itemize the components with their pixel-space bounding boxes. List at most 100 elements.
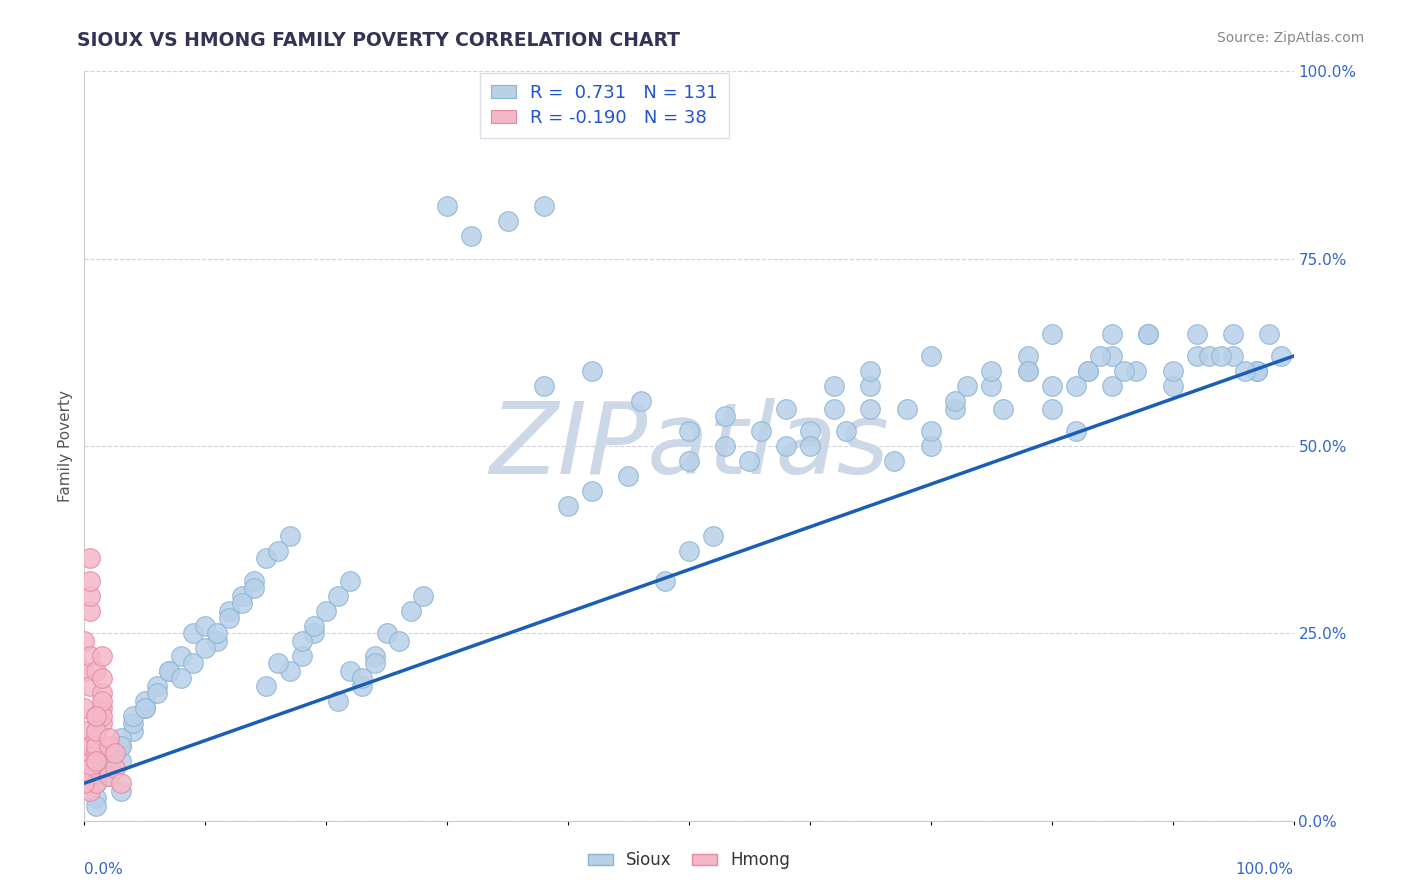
Point: [73, 664, 96, 678]
Point: [388, 633, 411, 648]
Point: [104, 746, 127, 760]
Point: [1077, 364, 1099, 378]
Point: [121, 723, 143, 738]
Point: [91, 671, 114, 685]
Point: [302, 619, 325, 633]
Point: [339, 574, 361, 588]
Point: [1101, 349, 1123, 363]
Point: [146, 686, 169, 700]
Point: [1101, 379, 1123, 393]
Point: [581, 483, 603, 498]
Point: [104, 761, 127, 775]
Point: [73, 776, 96, 790]
Point: [97, 739, 120, 753]
Text: SIOUX VS HMONG FAMILY POVERTY CORRELATION CHART: SIOUX VS HMONG FAMILY POVERTY CORRELATIO…: [77, 31, 681, 50]
Point: [1198, 349, 1220, 363]
Point: [956, 379, 979, 393]
Point: [157, 664, 180, 678]
Legend: Sioux, Hmong: Sioux, Hmong: [581, 845, 797, 876]
Point: [97, 761, 120, 775]
Point: [883, 454, 905, 468]
Point: [242, 582, 264, 596]
Point: [194, 641, 217, 656]
Point: [110, 731, 132, 746]
Point: [714, 409, 737, 423]
Point: [1137, 326, 1160, 341]
Point: [86, 776, 108, 790]
Point: [702, 529, 724, 543]
Point: [278, 529, 301, 543]
Point: [993, 401, 1015, 416]
Point: [79, 679, 101, 693]
Point: [254, 679, 277, 693]
Point: [86, 664, 108, 678]
Point: [73, 701, 96, 715]
Point: [751, 424, 773, 438]
Point: [91, 716, 114, 731]
Point: [315, 604, 337, 618]
Point: [242, 574, 264, 588]
Point: [267, 657, 290, 671]
Point: [79, 574, 101, 588]
Point: [86, 746, 108, 760]
Point: [775, 401, 797, 416]
Point: [97, 769, 120, 783]
Text: Source: ZipAtlas.com: Source: ZipAtlas.com: [1216, 31, 1364, 45]
Point: [1137, 326, 1160, 341]
Point: [654, 574, 676, 588]
Text: 0.0%: 0.0%: [84, 862, 124, 877]
Point: [1017, 349, 1039, 363]
Point: [267, 544, 290, 558]
Point: [859, 364, 882, 378]
Point: [170, 671, 193, 685]
Point: [799, 439, 821, 453]
Point: [859, 401, 882, 416]
Point: [943, 401, 966, 416]
Point: [97, 746, 120, 760]
Point: [1114, 364, 1136, 378]
Point: [97, 754, 120, 768]
Point: [181, 626, 204, 640]
Point: [110, 754, 132, 768]
Point: [1270, 349, 1292, 363]
Point: [1125, 364, 1147, 378]
Point: [86, 776, 108, 790]
Point: [110, 783, 132, 797]
Point: [823, 401, 845, 416]
Point: [496, 214, 519, 228]
Point: [254, 551, 277, 566]
Point: [86, 739, 108, 753]
Point: [86, 754, 108, 768]
Point: [110, 776, 132, 790]
Point: [581, 364, 603, 378]
Point: [1040, 401, 1063, 416]
Point: [86, 731, 108, 746]
Point: [86, 723, 108, 738]
Point: [291, 633, 314, 648]
Point: [231, 596, 253, 610]
Point: [1209, 349, 1232, 363]
Point: [835, 424, 858, 438]
Point: [1161, 379, 1184, 393]
Point: [86, 798, 108, 813]
Point: [1017, 364, 1039, 378]
Point: [328, 589, 350, 603]
Point: [738, 454, 761, 468]
Point: [73, 633, 96, 648]
Point: [91, 648, 114, 663]
Point: [859, 379, 882, 393]
Point: [799, 424, 821, 438]
Point: [79, 783, 101, 797]
Point: [91, 694, 114, 708]
Point: [79, 739, 101, 753]
Point: [121, 708, 143, 723]
Point: [1246, 364, 1268, 378]
Point: [1161, 364, 1184, 378]
Point: [775, 439, 797, 453]
Point: [352, 679, 374, 693]
Point: [146, 679, 169, 693]
Point: [1064, 424, 1087, 438]
Y-axis label: Family Poverty: Family Poverty: [58, 390, 73, 502]
Point: [1222, 349, 1244, 363]
Point: [460, 229, 482, 244]
